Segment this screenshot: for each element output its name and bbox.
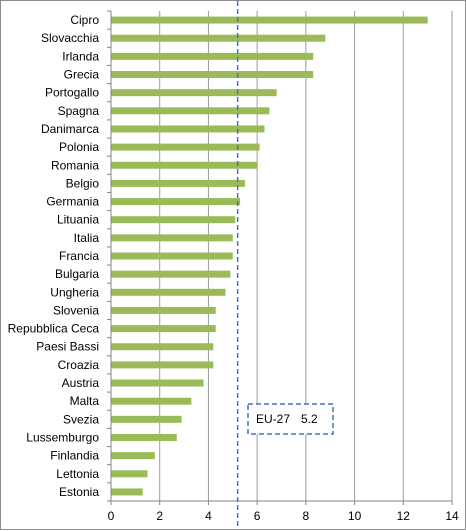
category-label: Polonia [59, 140, 99, 154]
reference-line-group: EU-27 5.2 [236, 1, 334, 529]
eu27-label: EU-27 [256, 412, 290, 426]
category-label: Croazia [58, 358, 100, 372]
category-label: Grecia [64, 68, 100, 82]
x-tick-label: 8 [303, 509, 310, 523]
bar [111, 306, 216, 314]
category-label: Portogallo [45, 86, 99, 100]
category-label: Lussemburgo [26, 430, 99, 444]
bar [111, 125, 265, 133]
x-tick-label: 14 [445, 509, 459, 523]
x-tick-label: 12 [397, 509, 411, 523]
bar [111, 34, 326, 42]
category-label: Belgio [66, 176, 100, 190]
category-label: Slovacchia [41, 31, 99, 45]
x-tick-label: 6 [254, 509, 261, 523]
bar [111, 325, 216, 333]
bar [111, 89, 277, 97]
category-label: Estonia [59, 485, 99, 499]
category-label: Ungheria [50, 285, 99, 299]
category-label: Francia [59, 249, 99, 263]
category-label: Svezia [63, 412, 99, 426]
bar [111, 488, 143, 496]
bar [111, 433, 177, 441]
category-label: Repubblica Ceca [8, 322, 100, 336]
category-label: Cipro [70, 13, 99, 27]
bar [111, 288, 226, 296]
eu27-value: 5.2 [301, 412, 318, 426]
x-tick-label: 2 [156, 509, 163, 523]
category-label: Spagna [58, 104, 100, 118]
category-label: Romania [51, 158, 99, 172]
bar [111, 234, 233, 242]
bar [111, 270, 231, 278]
bar [111, 252, 233, 260]
category-label: Italia [74, 231, 100, 245]
bar [111, 71, 314, 79]
category-label: Paesi Bassi [36, 340, 99, 354]
axes [107, 10, 453, 505]
category-label: Danimarca [41, 122, 99, 136]
bar [111, 452, 155, 460]
bar [111, 179, 245, 187]
tick-labels: 0 2 4 6 8 10 12 14 [108, 509, 459, 523]
category-label: Lettonia [56, 467, 99, 481]
bar [111, 52, 314, 60]
category-label: Bulgaria [55, 267, 99, 281]
bars [111, 16, 428, 496]
bar [111, 397, 192, 405]
category-label: Irlanda [62, 49, 99, 63]
category-label: Austria [62, 376, 100, 390]
category-labels: Cipro Slovacchia Irlanda Grecia Portogallo Sp… [8, 13, 100, 499]
bar [111, 16, 428, 24]
x-tick-label: 4 [205, 509, 212, 523]
bar [111, 161, 258, 169]
x-tick-label: 0 [108, 509, 115, 523]
category-label: Lituania [57, 213, 99, 227]
x-tick-label: 10 [348, 509, 362, 523]
bar [111, 107, 270, 115]
bar [111, 216, 236, 224]
eu27-annotation-box [247, 403, 334, 435]
bar [111, 361, 214, 369]
category-label: Germania [46, 195, 99, 209]
bar [111, 415, 182, 423]
bar [111, 470, 148, 478]
category-label: Malta [70, 394, 100, 408]
category-label: Finlandia [50, 449, 99, 463]
category-label: Slovenia [53, 303, 99, 317]
bar [111, 143, 260, 151]
bar [111, 379, 204, 387]
bar [111, 198, 241, 206]
bar [111, 343, 214, 351]
